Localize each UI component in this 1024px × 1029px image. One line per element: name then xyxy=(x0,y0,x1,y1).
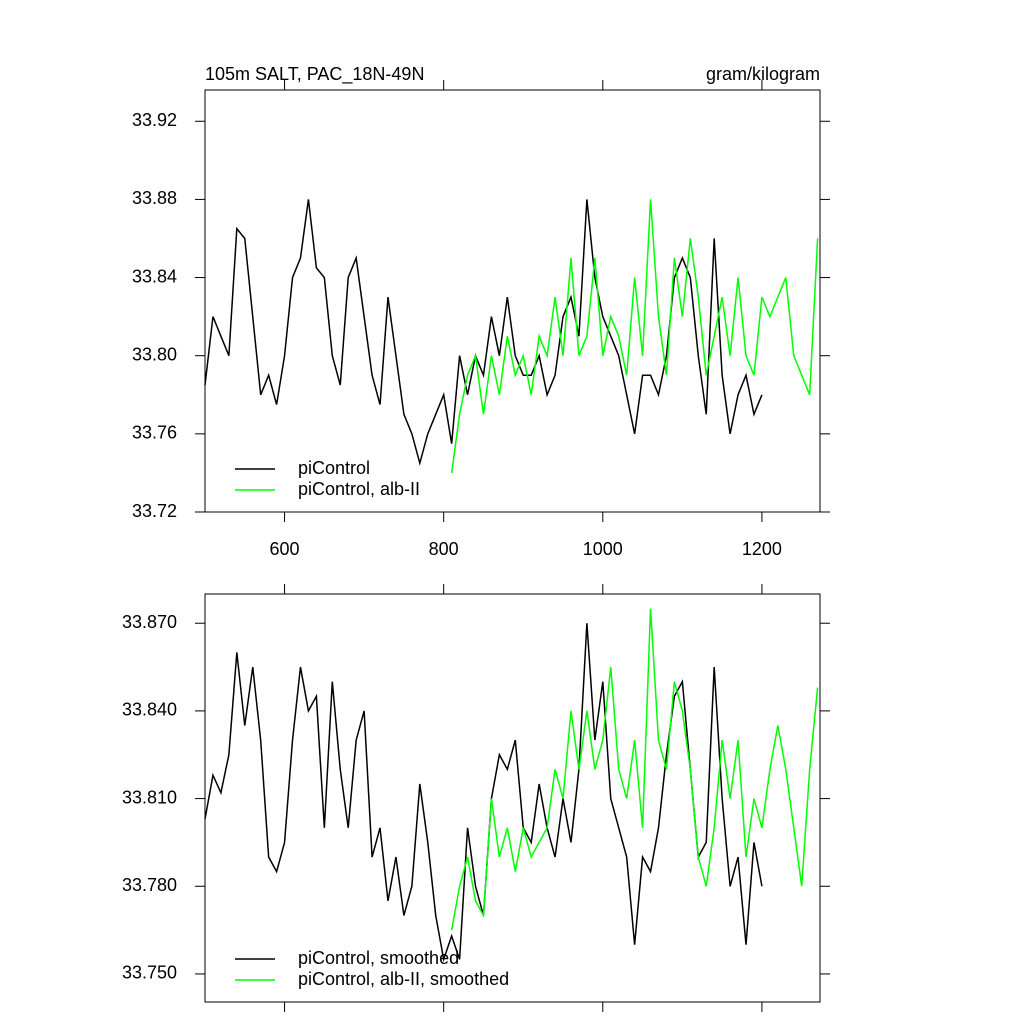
plot-frame xyxy=(204,593,821,1003)
units-label: gram/kilogram xyxy=(706,64,820,84)
y-tick-label: 33.84 xyxy=(132,266,177,286)
series-line xyxy=(204,199,763,467)
y-tick-label: 33.80 xyxy=(132,344,177,364)
x-tick-label: 600 xyxy=(270,539,300,559)
plot-frame xyxy=(204,89,821,513)
y-tick-label: 33.92 xyxy=(132,110,177,130)
y-tick-label: 33.750 xyxy=(122,963,177,983)
legend-label: piControl, smoothed xyxy=(298,948,459,968)
y-tick-label: 33.870 xyxy=(122,612,177,632)
y-tick-label: 33.88 xyxy=(132,188,177,208)
x-tick-label: 800 xyxy=(429,539,459,559)
legend-label: piControl, alb-II xyxy=(298,479,420,499)
x-tick-label: 1000 xyxy=(583,539,623,559)
legend-label: piControl, alb-II, smoothed xyxy=(298,969,509,989)
series-line xyxy=(450,199,819,474)
y-tick-label: 33.72 xyxy=(132,501,177,521)
chart-title: 105m SALT, PAC_18N-49N xyxy=(205,64,424,85)
y-tick-label: 33.810 xyxy=(122,787,177,807)
y-tick-label: 33.780 xyxy=(122,875,177,895)
x-tick-label: 1200 xyxy=(742,539,782,559)
series-line xyxy=(450,608,819,931)
legend-label: piControl xyxy=(298,458,370,478)
y-tick-label: 33.840 xyxy=(122,700,177,720)
y-tick-label: 33.76 xyxy=(132,423,177,443)
